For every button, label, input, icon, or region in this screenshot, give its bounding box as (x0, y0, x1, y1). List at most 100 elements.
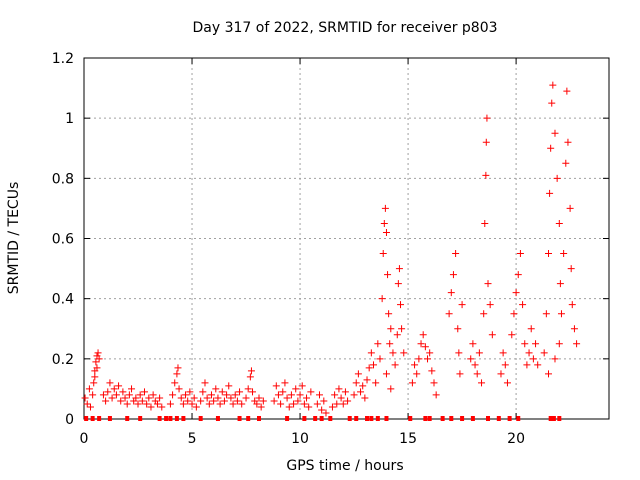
grid-lines (84, 58, 609, 419)
data-point-zero (215, 416, 220, 421)
data-point (458, 301, 466, 309)
data-point (138, 397, 146, 405)
data-point (320, 397, 328, 405)
data-point (545, 250, 553, 258)
data-point-zero (107, 416, 112, 421)
data-point (365, 364, 373, 372)
data-point (238, 400, 246, 408)
data-point (102, 397, 110, 405)
data-point (566, 204, 574, 212)
data-point (242, 394, 250, 402)
data-point (529, 355, 537, 363)
data-point (91, 373, 99, 381)
data-point (225, 382, 233, 390)
data-point (207, 391, 215, 399)
data-point (563, 87, 571, 95)
data-point-zero (237, 416, 242, 421)
x-tick-label: 20 (507, 431, 525, 447)
data-point (567, 265, 575, 273)
data-point (184, 397, 192, 405)
data-point (175, 385, 183, 393)
data-point (339, 400, 347, 408)
data-point (568, 301, 576, 309)
data-point (318, 406, 326, 414)
data-point (244, 385, 252, 393)
data-point (352, 379, 360, 387)
data-point (90, 379, 98, 387)
data-point (272, 382, 280, 390)
data-point (419, 331, 427, 339)
data-point-zero (449, 416, 454, 421)
data-point (93, 364, 101, 372)
data-point (478, 379, 486, 387)
data-point (156, 394, 164, 402)
data-point (115, 382, 123, 390)
data-point (398, 325, 406, 333)
data-point-zero (408, 416, 413, 421)
y-tick-label: 1.2 (52, 51, 74, 67)
data-point (516, 250, 524, 258)
data-point (192, 403, 200, 411)
data-point-zero (84, 416, 89, 421)
data-point (169, 391, 177, 399)
data-point (188, 400, 196, 408)
data-point (132, 394, 140, 402)
data-point (83, 400, 91, 408)
x-tick-label: 10 (291, 431, 309, 447)
data-point (257, 403, 265, 411)
data-point (411, 361, 419, 369)
data-point (428, 367, 436, 375)
data-point (354, 370, 362, 378)
data-point (158, 403, 166, 411)
data-point (467, 355, 475, 363)
data-point (287, 391, 295, 399)
data-point (553, 174, 561, 182)
data-point (296, 391, 304, 399)
data-point-zero (507, 416, 512, 421)
data-point (417, 340, 425, 348)
data-point-zero (369, 416, 374, 421)
data-point (274, 391, 282, 399)
data-point (486, 301, 494, 309)
data-point (307, 388, 315, 396)
data-point (177, 394, 185, 402)
data-point (201, 379, 209, 387)
data-point-zero (302, 416, 307, 421)
data-point (549, 81, 557, 89)
data-point (376, 355, 384, 363)
data-point (270, 397, 278, 405)
data-point (136, 391, 144, 399)
axis-ticks (83, 57, 609, 420)
data-point-zero (365, 416, 370, 421)
data-point-zero (285, 416, 290, 421)
data-point-zero (125, 416, 130, 421)
data-point (449, 271, 457, 279)
data-point (546, 189, 554, 197)
data-point-zero (496, 416, 501, 421)
data-point (488, 331, 496, 339)
data-point (89, 391, 97, 399)
data-point (123, 400, 131, 408)
data-point (400, 349, 408, 357)
data-point (503, 379, 511, 387)
data-point (110, 385, 118, 393)
data-point (382, 228, 390, 236)
data-point (386, 340, 394, 348)
data-point (394, 280, 402, 288)
data-point (430, 379, 438, 387)
data-point-zero (246, 416, 251, 421)
data-point (367, 349, 375, 357)
data-point (294, 397, 302, 405)
y-axis-label: SRMTID / TECUs (6, 182, 22, 295)
data-point (482, 171, 490, 179)
data-point (344, 397, 352, 405)
data-point-zero (470, 416, 475, 421)
data-point (112, 391, 120, 399)
data-point (378, 295, 386, 303)
data-point (521, 340, 529, 348)
data-point (551, 355, 559, 363)
data-point (393, 331, 401, 339)
data-point (469, 340, 477, 348)
data-point (134, 400, 142, 408)
